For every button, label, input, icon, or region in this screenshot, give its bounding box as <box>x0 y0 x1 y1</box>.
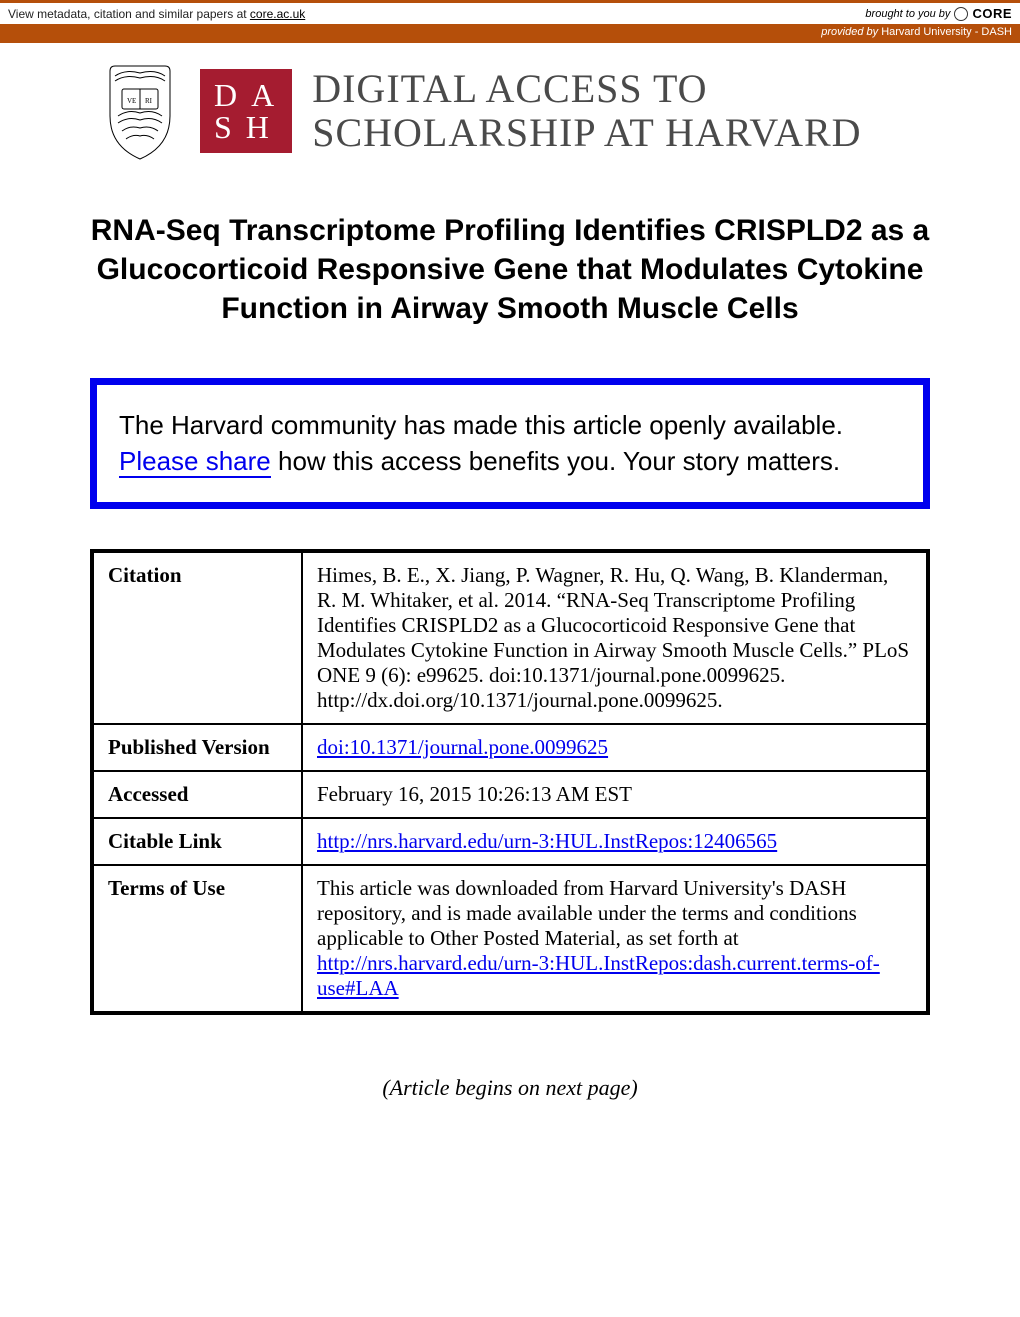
citable-label: Citable Link <box>92 818 302 865</box>
dash-letter: D <box>214 79 241 111</box>
share-line2: how this access benefits you. Your story… <box>271 446 840 476</box>
svg-text:VE: VE <box>127 97 136 105</box>
citation-label: Citation <box>92 551 302 724</box>
continues-note: (Article begins on next page) <box>0 1035 1020 1161</box>
core-link[interactable]: core.ac.uk <box>250 7 305 21</box>
dash-title-line2: SCHOLARSHIP AT HARVARD <box>312 111 861 155</box>
page-title: RNA-Seq Transcriptome Profiling Identifi… <box>0 181 1020 348</box>
harvard-crest-icon: VE RI <box>100 61 180 161</box>
brought-by: brought to you by CORE <box>865 6 1012 21</box>
core-topbar: View metadata, citation and similar pape… <box>0 0 1020 43</box>
core-icon <box>954 7 968 21</box>
provided-prefix: provided by <box>821 26 881 38</box>
published-label: Published Version <box>92 724 302 771</box>
accessed-value: February 16, 2015 10:26:13 AM EST <box>302 771 928 818</box>
svg-text:RI: RI <box>145 97 153 105</box>
dash-title-block: DIGITAL ACCESS TO SCHOLARSHIP AT HARVARD <box>312 67 861 155</box>
metadata-prefix: View metadata, citation and similar pape… <box>8 7 250 21</box>
provided-by-bar: provided by Harvard University - DASH <box>0 24 1020 40</box>
terms-value: This article was downloaded from Harvard… <box>302 865 928 1013</box>
table-row: Published Version doi:10.1371/journal.po… <box>92 724 928 771</box>
metadata-table: Citation Himes, B. E., X. Jiang, P. Wagn… <box>90 549 930 1015</box>
published-doi-link[interactable]: doi:10.1371/journal.pone.0099625 <box>317 735 608 759</box>
dash-letter: A <box>251 79 278 111</box>
published-value: doi:10.1371/journal.pone.0099625 <box>302 724 928 771</box>
share-callout: The Harvard community has made this arti… <box>90 378 930 509</box>
topbar-row-1: View metadata, citation and similar pape… <box>0 3 1020 24</box>
provider-name: Harvard University - DASH <box>881 26 1012 38</box>
core-logo: CORE <box>972 6 1012 21</box>
dash-logo-box: D A S H <box>200 69 292 153</box>
table-row: Citable Link http://nrs.harvard.edu/urn-… <box>92 818 928 865</box>
citation-value: Himes, B. E., X. Jiang, P. Wagner, R. Hu… <box>302 551 928 724</box>
dash-letter: H <box>246 111 273 143</box>
terms-link[interactable]: http://nrs.harvard.edu/urn-3:HUL.InstRep… <box>317 951 880 1000</box>
please-share-link[interactable]: Please share <box>119 446 271 478</box>
citable-link[interactable]: http://nrs.harvard.edu/urn-3:HUL.InstRep… <box>317 829 777 853</box>
terms-prefix: This article was downloaded from Harvard… <box>317 876 857 950</box>
dash-header: VE RI D A S H DIGITAL ACCESS TO SCHOLARS… <box>0 43 1020 181</box>
brought-by-text: brought to you by <box>865 8 950 20</box>
table-row: Citation Himes, B. E., X. Jiang, P. Wagn… <box>92 551 928 724</box>
share-line1: The Harvard community has made this arti… <box>119 410 843 440</box>
dash-letter: S <box>214 111 236 143</box>
table-row: Terms of Use This article was downloaded… <box>92 865 928 1013</box>
accessed-label: Accessed <box>92 771 302 818</box>
dash-title-line1: DIGITAL ACCESS TO <box>312 67 861 111</box>
metadata-note: View metadata, citation and similar pape… <box>8 7 305 21</box>
table-row: Accessed February 16, 2015 10:26:13 AM E… <box>92 771 928 818</box>
terms-label: Terms of Use <box>92 865 302 1013</box>
citable-value: http://nrs.harvard.edu/urn-3:HUL.InstRep… <box>302 818 928 865</box>
